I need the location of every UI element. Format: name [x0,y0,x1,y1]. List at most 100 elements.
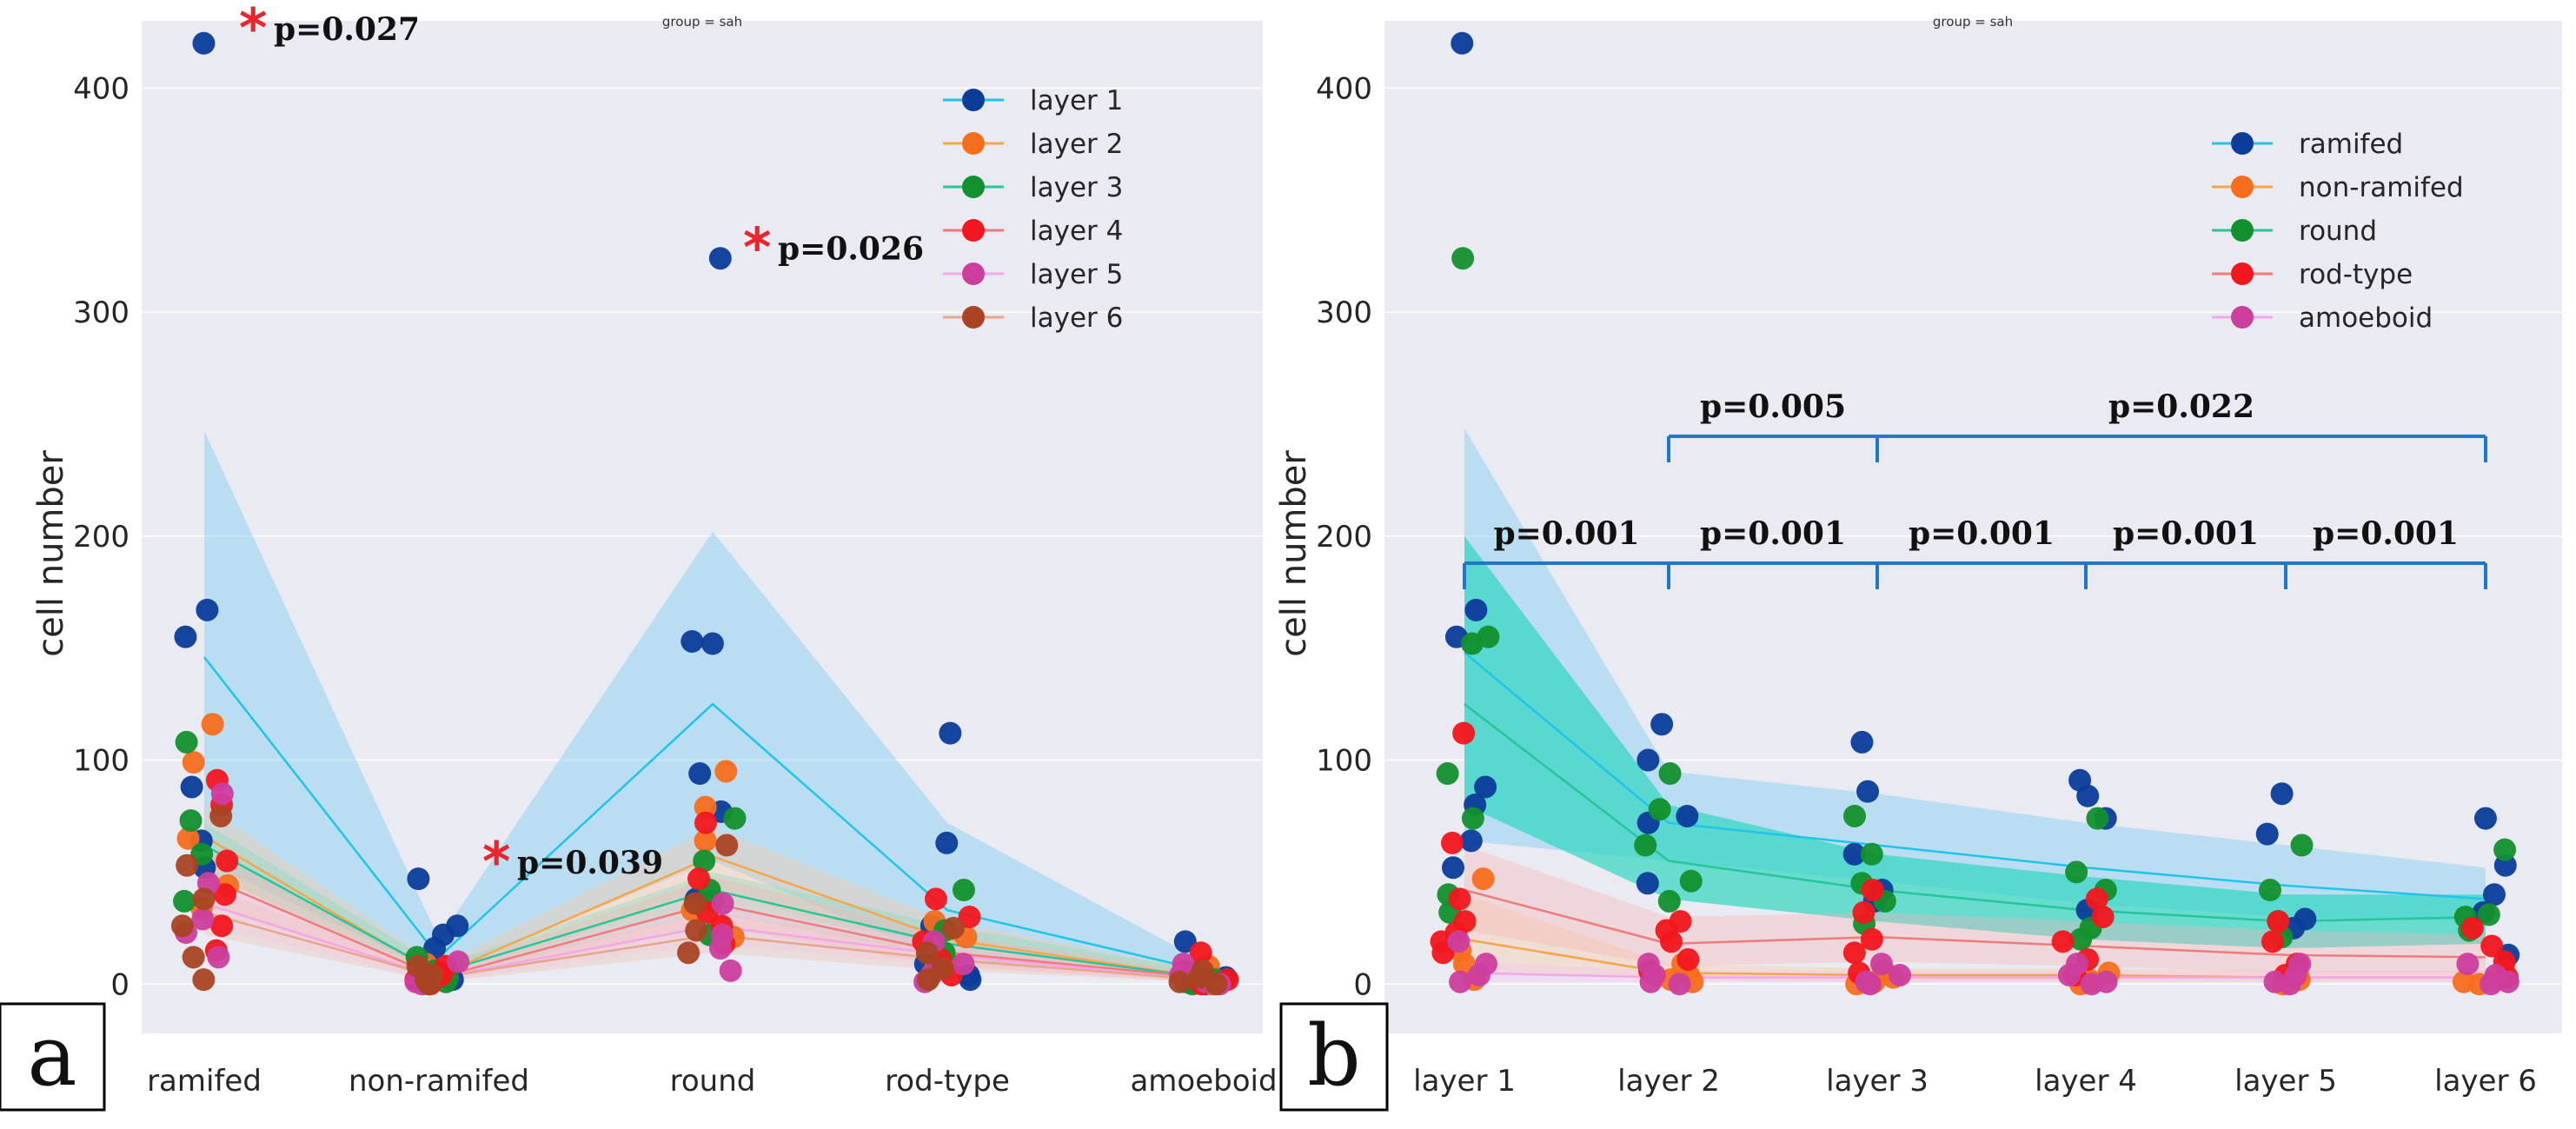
x-tick-label: layer 4 [2035,1064,2137,1099]
data-point [708,937,732,960]
data-point [1637,748,1660,772]
data-point [1461,807,1484,830]
significance-star: * [743,216,771,280]
bracket-p-value: p=0.001 [1493,515,1639,552]
data-point [1842,842,1866,866]
legend-marker [962,132,985,155]
data-point [2480,973,2503,996]
x-tick-label: rod-type [885,1064,1010,1099]
data-point [2460,916,2484,940]
legend-marker [2231,219,2254,242]
panel-b: group = sah cell number 0 100 200 300 400 lay… [1274,14,2562,1112]
chart-title-a: group = sah [662,14,742,30]
data-point [939,721,962,745]
data-point [1474,775,1497,799]
p-value-label: p=0.027 [274,11,420,48]
data-point [2290,833,2314,857]
data-point [2069,927,2093,951]
bracket-p-value: p=0.001 [2113,515,2259,552]
p-value-label: p=0.026 [778,231,924,268]
data-point [216,849,239,873]
legend-marker [962,176,985,198]
y-tick-label: 100 [1316,744,1372,779]
y-axis-label-a: cell number [31,450,71,657]
legend-label: rod-type [2299,259,2413,290]
data-point [952,953,975,976]
x-tick-label: layer 6 [2434,1064,2537,1099]
data-point [1441,831,1464,854]
data-point [2456,953,2480,976]
data-point [723,807,747,830]
data-point [170,914,194,938]
data-point [180,775,203,799]
data-point [1431,941,1455,965]
data-point [196,598,219,621]
ci-band [1464,894,2486,982]
data-point [201,713,224,736]
legend-marker [962,262,985,285]
y-tick-label: 200 [73,520,129,555]
panel-label-box-b [1279,1002,1389,1112]
data-point [687,867,711,891]
data-point [1451,247,1475,270]
data-point [1658,762,1682,786]
data-point [1856,780,1880,803]
data-point [2080,973,2103,996]
y-tick-label: 100 [73,744,129,779]
y-axis-label-b: cell number [1274,450,1314,657]
series-line [1464,651,2486,900]
data-point [1860,927,1883,951]
data-point [1657,889,1681,913]
panel-label-b: b [1307,1007,1360,1105]
data-point [915,941,939,965]
data-point [407,867,430,891]
panel-label-a: a [27,1007,76,1105]
data-point [176,853,199,877]
legend-label: layer 6 [1030,302,1123,334]
data-point [2091,905,2115,928]
data-point [1447,930,1471,953]
data-point [1858,973,1882,996]
legend-label: layer 5 [1030,259,1123,290]
x-tick-label: layer 1 [1413,1064,1516,1099]
panel-a: group = sah cell number 0 100 200 300 400 ram… [0,0,1278,1112]
bracket-p-value: p=0.001 [1700,515,1846,552]
x-tick-label: round [670,1064,756,1099]
data-point [694,829,717,853]
data-point [1442,856,1465,880]
data-point [1636,872,1659,895]
legend-label: non-ramifed [2299,172,2464,203]
data-point [173,889,196,913]
legend-marker [962,306,985,329]
data-point [683,892,707,915]
legend-marker [962,219,985,242]
data-point [207,946,230,969]
legend-label: round [2299,216,2377,247]
legend-marker [2231,132,2254,155]
ci-band [1464,845,2486,973]
data-point [708,247,732,270]
data-point [1842,804,1866,827]
data-point [2261,930,2284,953]
data-point [1464,598,1488,621]
data-point [2480,934,2504,958]
data-point [685,919,708,942]
data-point [1168,970,1192,993]
y-tick-label: 200 [1316,520,1372,555]
data-point [174,625,197,648]
y-tick-label: 400 [73,71,129,106]
data-point [182,946,205,969]
data-point [179,809,202,833]
data-point [417,973,441,996]
data-point [2057,963,2081,986]
data-point [1452,721,1476,745]
data-point [2493,838,2517,861]
data-point [1659,930,1683,953]
data-point [1852,900,1876,924]
x-tick-label: non-ramifed [349,1064,529,1099]
data-point [1679,869,1703,893]
data-point [1173,930,1197,953]
data-point [1650,713,1674,736]
data-point [941,916,965,940]
data-point [952,879,975,902]
